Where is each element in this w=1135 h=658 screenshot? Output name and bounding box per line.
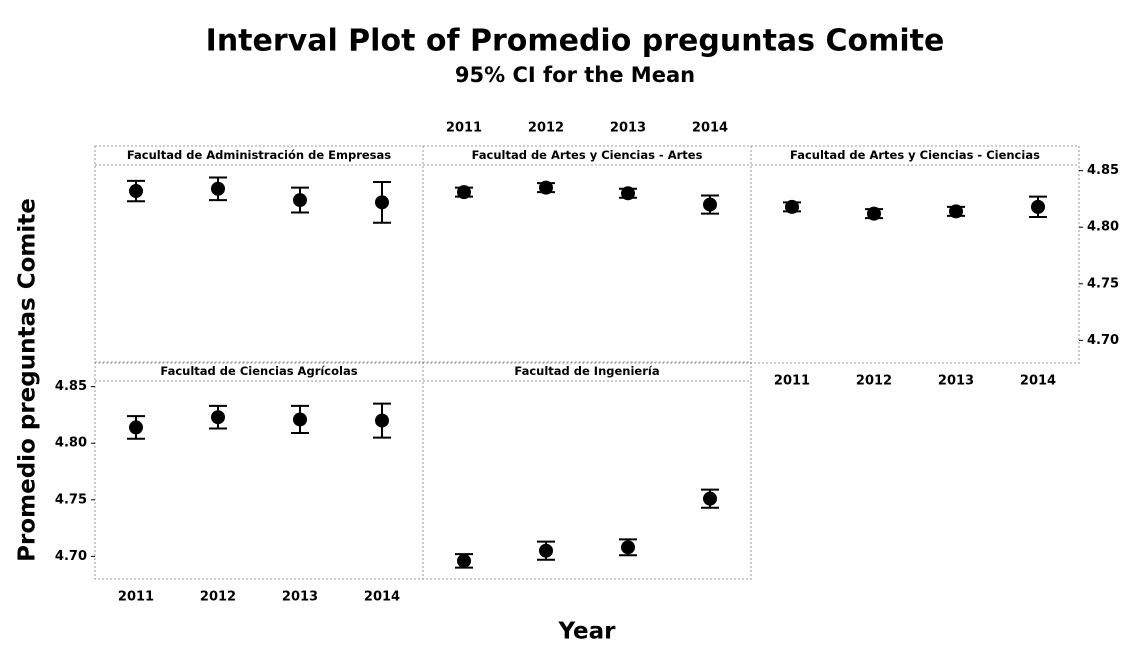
- panel-frame: [94, 361, 424, 580]
- mean-point: [621, 186, 635, 201]
- mean-point: [703, 491, 717, 506]
- x-tick-label: 2011: [774, 374, 810, 389]
- x-tick-label: 2013: [938, 374, 974, 389]
- mean-point: [785, 199, 799, 214]
- panel-frame: [94, 145, 424, 364]
- mean-point: [539, 543, 553, 558]
- x-axis-label: Year: [557, 619, 616, 645]
- y-tick-label: 4.70: [55, 549, 87, 564]
- panel-title: Facultad de Artes y Ciencias - Artes: [472, 148, 703, 162]
- mean-point: [375, 413, 389, 428]
- panel-frame: [422, 145, 752, 364]
- y-tick-label: 4.75: [55, 492, 87, 507]
- y-axis-label: Promedio preguntas Comite: [15, 198, 41, 562]
- panel-title: Facultad de Ingeniería: [514, 364, 659, 378]
- mean-point: [211, 410, 225, 425]
- x-tick-label: 2014: [364, 590, 400, 605]
- mean-point: [211, 181, 225, 196]
- mean-point: [621, 540, 635, 555]
- mean-point: [293, 412, 307, 427]
- y-tick-label: 4.85: [55, 379, 87, 394]
- y-tick-label: 4.70: [1087, 333, 1119, 348]
- mean-point: [375, 195, 389, 210]
- chart-subtitle: 95% CI for the Mean: [455, 63, 695, 87]
- panel-title: Facultad de Artes y Ciencias - Ciencias: [790, 148, 1040, 162]
- x-tick-label: 2014: [692, 121, 728, 136]
- panel-title: Facultad de Ciencias Agrícolas: [160, 364, 357, 378]
- x-tick-label: 2013: [610, 121, 646, 136]
- y-tick-label: 4.80: [1087, 220, 1119, 235]
- mean-point: [293, 193, 307, 208]
- mean-point: [539, 180, 553, 195]
- x-tick-label: 2011: [446, 121, 482, 136]
- x-tick-label: 2014: [1020, 374, 1056, 389]
- x-tick-label: 2013: [282, 590, 318, 605]
- mean-point: [949, 204, 963, 219]
- mean-point: [129, 420, 143, 435]
- mean-point: [457, 185, 471, 200]
- mean-point: [1031, 199, 1045, 214]
- y-tick-label: 4.75: [1087, 276, 1119, 291]
- y-tick-label: 4.80: [55, 436, 87, 451]
- x-tick-label: 2012: [856, 374, 892, 389]
- mean-point: [457, 553, 471, 568]
- mean-point: [129, 184, 143, 199]
- x-tick-label: 2011: [118, 590, 154, 605]
- panel-title: Facultad de Administración de Empresas: [127, 148, 391, 162]
- chart-title: Interval Plot of Promedio preguntas Comi…: [206, 24, 945, 59]
- panel-frame: [422, 361, 752, 580]
- mean-point: [703, 197, 717, 212]
- x-tick-label: 2012: [528, 121, 564, 136]
- x-tick-label: 2012: [200, 590, 236, 605]
- y-tick-label: 4.85: [1087, 163, 1119, 178]
- mean-point: [867, 206, 881, 221]
- panel-frame: [750, 145, 1080, 364]
